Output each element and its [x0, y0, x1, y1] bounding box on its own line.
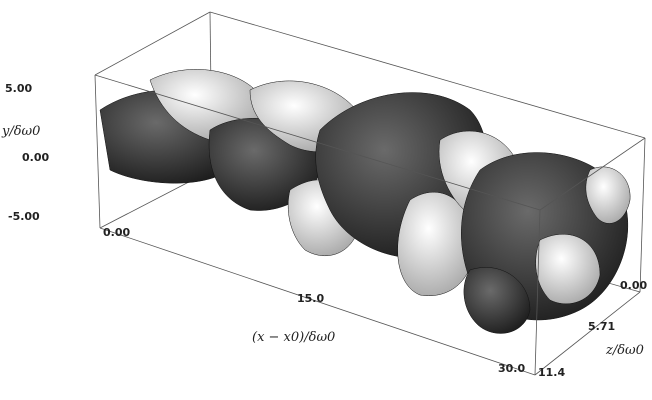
x-tick: 0.00	[103, 226, 130, 239]
isosurfaces	[99, 69, 631, 334]
y-tick: 5.00	[5, 82, 32, 95]
box-front	[94, 74, 646, 376]
labels: 5.00 0.00 -5.00 y/δω0 0.00 15.0 30.0 (x …	[1, 82, 647, 379]
z-tick: 0.00	[620, 279, 647, 292]
x-label: (x − x0)/δω0	[252, 330, 335, 345]
x-tick: 30.0	[498, 362, 525, 375]
x-tick: 15.0	[297, 292, 324, 305]
z-tick: 5.71	[588, 320, 615, 333]
y-tick: 0.00	[22, 151, 49, 164]
y-label: y/δω0	[1, 124, 40, 139]
z-label: z/δω0	[605, 343, 644, 358]
z-tick: 11.4	[538, 366, 565, 379]
y-tick: -5.00	[8, 210, 40, 223]
